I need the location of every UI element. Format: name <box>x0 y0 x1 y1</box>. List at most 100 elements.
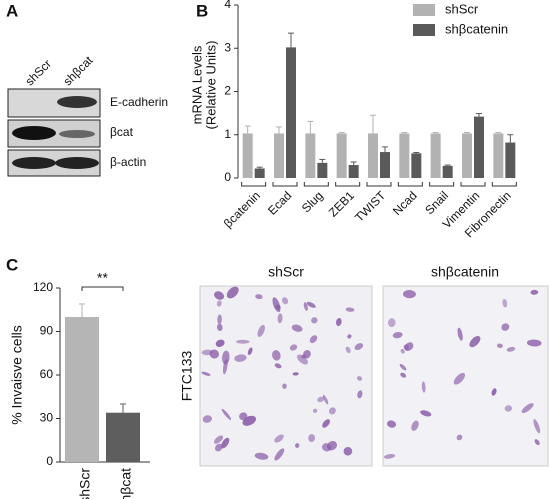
cell <box>504 405 513 412</box>
bar <box>254 168 265 178</box>
cell <box>317 396 325 403</box>
bar <box>286 47 296 179</box>
x-tick-label: shScr <box>77 468 93 499</box>
cell <box>457 327 463 341</box>
bar <box>462 133 472 178</box>
category-bracket <box>241 182 267 187</box>
cell <box>345 346 351 354</box>
cell <box>234 354 247 362</box>
bar <box>242 133 253 178</box>
western-blot: shScr shβcat E-cadherin βcat β-actin <box>7 53 168 177</box>
band-label: β-actin <box>110 155 146 169</box>
cell <box>400 348 405 354</box>
cell <box>491 388 497 396</box>
category-bracket <box>429 182 455 187</box>
x-tick-label: shβcat <box>118 468 134 499</box>
micrograph-label: shβcatenin <box>431 264 499 280</box>
category-bracket <box>303 182 329 187</box>
cell <box>281 297 289 305</box>
cell <box>291 324 303 332</box>
cell <box>322 394 329 405</box>
cell <box>501 323 510 331</box>
cell <box>354 343 364 351</box>
bar <box>411 153 422 178</box>
category-bracket <box>272 182 298 187</box>
y-tick-label: 2 <box>224 84 231 98</box>
cell <box>534 439 540 446</box>
category-bracket <box>460 182 486 187</box>
x-tick-label: Ecad <box>265 188 294 217</box>
cell <box>296 354 308 365</box>
cell <box>272 297 281 313</box>
cell <box>213 435 224 444</box>
cell <box>303 302 308 311</box>
cell <box>202 415 213 423</box>
category-bracket <box>335 182 361 187</box>
bar <box>368 133 378 178</box>
cell <box>411 420 419 431</box>
cell <box>526 339 542 347</box>
panel-label: C <box>6 255 18 274</box>
legend-label: shScr <box>445 1 479 16</box>
lane-label: shβcat <box>60 53 96 89</box>
cell <box>274 448 285 461</box>
cell <box>247 347 253 355</box>
cell <box>209 349 220 359</box>
annotation: ** <box>97 270 108 286</box>
bar <box>493 133 504 178</box>
cell <box>469 336 481 348</box>
cell <box>255 294 263 300</box>
bar <box>380 152 390 178</box>
cell <box>530 289 539 295</box>
bar <box>474 116 484 178</box>
x-tick-label: Ncad <box>390 188 420 218</box>
legend-label: shβcatenin <box>445 21 508 36</box>
cell <box>388 318 396 328</box>
cell <box>274 363 282 369</box>
y-axis-label: mRNA Levels <box>189 45 204 124</box>
micrograph <box>382 285 549 467</box>
cell <box>295 443 300 448</box>
cell <box>221 437 230 449</box>
cell <box>216 323 223 332</box>
bar <box>305 133 316 178</box>
cell <box>312 408 318 413</box>
cell <box>222 350 230 365</box>
cell <box>496 343 503 348</box>
cell <box>521 403 534 413</box>
cell <box>214 443 223 452</box>
cell <box>311 317 318 324</box>
cell <box>302 350 311 359</box>
x-tick-label: Slug <box>299 188 326 215</box>
x-tick-label: βcatenin <box>221 188 263 230</box>
cell <box>345 307 355 312</box>
cell <box>309 335 318 344</box>
cell <box>289 344 298 351</box>
cell <box>336 317 342 326</box>
band <box>12 126 56 140</box>
cell <box>399 363 407 371</box>
cell <box>456 434 463 441</box>
cell <box>292 372 299 376</box>
legend-swatch <box>413 24 435 36</box>
cell <box>201 371 211 376</box>
cell <box>226 286 239 299</box>
cell <box>217 314 222 325</box>
bar <box>348 165 359 178</box>
y-tick-label: 1 <box>224 127 231 141</box>
category-bracket <box>397 182 423 187</box>
category-bracket <box>366 182 392 187</box>
panel-label: B <box>196 1 208 20</box>
cell <box>215 339 225 347</box>
bar <box>336 133 347 178</box>
y-tick-label: 4 <box>224 0 231 11</box>
y-tick-label: 0 <box>224 170 231 184</box>
micrographs: shScr shβcatenin FTC133 <box>179 264 549 467</box>
cell <box>356 376 363 381</box>
y-tick-label: 30 <box>40 411 54 425</box>
cell <box>272 350 281 361</box>
band <box>55 157 99 169</box>
band-label: E-cadherin <box>110 95 168 109</box>
